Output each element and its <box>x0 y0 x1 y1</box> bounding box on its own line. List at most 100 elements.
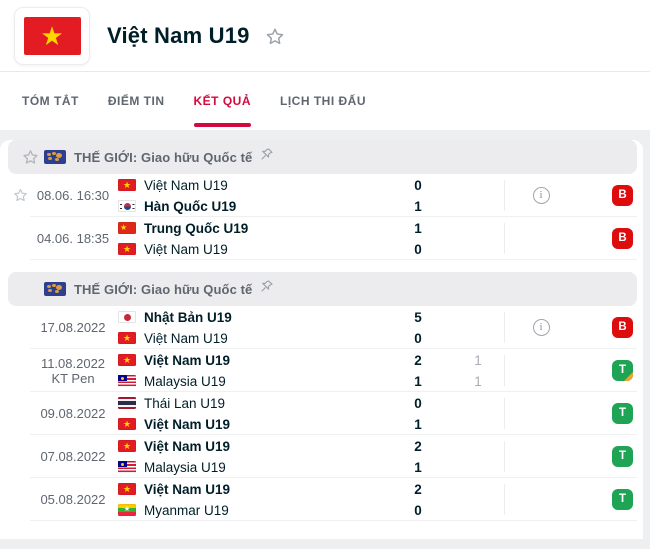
pen-score-column: 1 1 <box>465 353 491 389</box>
match-row[interactable]: 07.08.2022 Việt Nam U19 Malaysia U19 2 1… <box>0 435 643 478</box>
column-divider <box>504 312 505 343</box>
pen-score-column <box>465 221 491 257</box>
home-team-name: Thái Lan U19 <box>144 395 226 411</box>
match-star-cell <box>0 187 34 204</box>
result-badge[interactable]: T <box>612 360 633 381</box>
pen-score-column <box>465 310 491 346</box>
result-badge[interactable]: B <box>612 228 633 249</box>
match-row[interactable]: 08.06. 16:30 Việt Nam U19 Hàn Quốc U19 0… <box>0 174 643 217</box>
info-circle-icon[interactable]: i <box>532 187 550 204</box>
column-divider <box>504 398 505 429</box>
away-team-name: Việt Nam U19 <box>144 241 228 257</box>
result-badge[interactable]: T <box>612 446 633 467</box>
section-title: THẾ GIỚI: Giao hữu Quốc tế <box>74 281 253 297</box>
star-icon[interactable] <box>16 148 44 167</box>
tab-lich-thi-dau[interactable]: LỊCH THI ĐẤU <box>280 94 366 108</box>
column-divider <box>504 484 505 515</box>
pen-score-column <box>465 178 491 214</box>
away-score: 1 <box>414 416 422 432</box>
match-date: 04.06. 18:35 <box>36 231 110 246</box>
home-score: 0 <box>414 395 422 411</box>
away-team: Việt Nam U19 <box>118 331 405 346</box>
result-badge[interactable]: T <box>612 489 633 510</box>
section-header-1[interactable]: THẾ GIỚI: Giao hữu Quốc tế <box>8 140 637 174</box>
home-team-name: Trung Quốc U19 <box>144 220 249 236</box>
page-title: Việt Nam U19 <box>107 22 250 48</box>
column-divider <box>504 180 505 211</box>
match-teams: Thái Lan U19 Việt Nam U19 <box>112 396 405 432</box>
flag-thailand-icon <box>118 397 136 409</box>
home-team: Việt Nam U19 <box>118 353 405 368</box>
flag-vietnam-icon <box>118 332 136 344</box>
away-score: 0 <box>414 502 422 518</box>
match-row[interactable]: 05.08.2022 Việt Nam U19 Myanmar U19 2 0 … <box>0 478 643 521</box>
pushpin-icon[interactable] <box>259 146 275 167</box>
home-team: Việt Nam U19 <box>118 482 405 497</box>
match-date: 05.08.2022 <box>40 492 106 507</box>
favorite-star-icon[interactable] <box>264 26 286 48</box>
away-score: 0 <box>414 241 422 257</box>
away-team: Việt Nam U19 <box>118 242 405 257</box>
away-team-name: Malaysia U19 <box>144 373 226 389</box>
section-title: THẾ GIỚI: Giao hữu Quốc tế <box>74 149 253 165</box>
match-date: 09.08.2022 <box>40 406 106 421</box>
match-date: 07.08.2022 <box>40 449 106 464</box>
score-column: 2 1 <box>405 439 431 475</box>
away-team: Myanmar U19 <box>118 503 405 518</box>
away-score: 1 <box>414 459 422 475</box>
away-team: Malaysia U19 <box>118 460 405 475</box>
pushpin-icon[interactable] <box>259 278 275 299</box>
match-row[interactable]: 17.08.2022 Nhật Bản U19 Việt Nam U19 5 0… <box>0 306 643 349</box>
score-column: 0 1 <box>405 396 431 432</box>
team-logo-card <box>14 6 90 65</box>
result-cell: T <box>577 478 643 521</box>
tab-ket-qua[interactable]: KẾT QUẢ <box>193 72 252 130</box>
home-team: Thái Lan U19 <box>118 396 405 411</box>
match-row[interactable]: 09.08.2022 Thái Lan U19 Việt Nam U19 0 1… <box>0 392 643 435</box>
flag-vietnam-icon <box>118 483 136 495</box>
tab-diem-tin[interactable]: ĐIỂM TIN <box>107 94 165 108</box>
score-column: 1 0 <box>405 221 431 257</box>
result-badge[interactable]: B <box>612 317 633 338</box>
match-date: 08.06. 16:30 <box>36 188 110 203</box>
away-score: 0 <box>414 330 422 346</box>
tab-tom-tat[interactable]: TÓM TẮT <box>22 94 79 108</box>
home-team: Việt Nam U19 <box>118 439 405 454</box>
home-team-name: Việt Nam U19 <box>144 438 231 454</box>
score-column: 2 0 <box>405 482 431 518</box>
home-score: 2 <box>414 352 422 368</box>
score-column: 5 0 <box>405 310 431 346</box>
result-cell: B <box>577 174 643 217</box>
info-circle-icon[interactable]: i <box>532 319 550 336</box>
flag-japan-icon <box>118 311 136 323</box>
column-divider <box>504 441 505 472</box>
star-icon[interactable] <box>12 187 29 204</box>
home-score: 1 <box>414 220 422 236</box>
home-score: 2 <box>414 481 422 497</box>
match-teams: Nhật Bản U19 Việt Nam U19 <box>112 310 405 346</box>
home-team: Nhật Bản U19 <box>118 310 405 325</box>
result-badge[interactable]: B <box>612 185 633 206</box>
home-score: 5 <box>414 309 422 325</box>
result-cell: B <box>577 306 643 349</box>
away-team-name: Hàn Quốc U19 <box>144 198 237 214</box>
away-pen-score <box>465 199 491 214</box>
home-team-name: Việt Nam U19 <box>144 352 231 368</box>
away-team-name: Việt Nam U19 <box>144 330 228 346</box>
match-date: 17.08.2022 <box>40 320 106 335</box>
away-team-name: Myanmar U19 <box>144 502 229 518</box>
results-card: THẾ GIỚI: Giao hữu Quốc tế 08.06. 16:30 … <box>0 140 643 539</box>
match-teams: Việt Nam U19 Malaysia U19 <box>112 439 405 475</box>
section-header-2[interactable]: THẾ GIỚI: Giao hữu Quốc tế <box>8 272 637 306</box>
flag-china-icon <box>118 222 136 234</box>
pen-score-column <box>465 439 491 475</box>
away-score: 1 <box>414 373 422 389</box>
flag-malaysia-icon <box>118 461 136 473</box>
result-cell: T <box>577 349 643 392</box>
flag-vietnam-icon <box>118 418 136 430</box>
pen-score-column <box>465 396 491 432</box>
flag-vietnam-icon <box>118 243 136 255</box>
match-row[interactable]: 04.06. 18:35 Trung Quốc U19 Việt Nam U19… <box>0 217 643 260</box>
result-badge[interactable]: T <box>612 403 633 424</box>
